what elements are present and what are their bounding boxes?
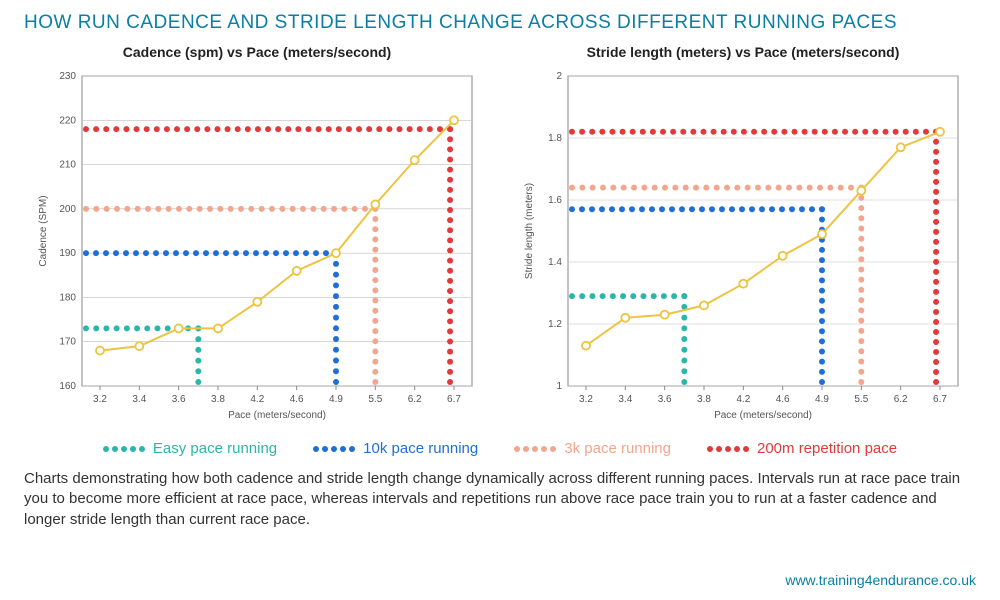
svg-text:3.2: 3.2 [579,394,593,405]
description-text: Charts demonstrating how both cadence an… [24,469,976,530]
stride-chart: 1 1.2 1.4 1.6 1.8 2 3.2 3.4 3.6 3.8 4.2 4.6 4.9 5.5 6.… [513,66,973,426]
svg-text:4.2: 4.2 [250,394,264,405]
svg-text:1.4: 1.4 [548,257,562,268]
svg-text:6.2: 6.2 [894,394,908,405]
svg-text:3.2: 3.2 [93,394,107,405]
svg-text:160: 160 [59,381,76,392]
cadence-title: Cadence (spm) vs Pace (meters/second) [123,44,391,60]
svg-text:4.9: 4.9 [329,394,343,405]
svg-text:5.5: 5.5 [368,394,382,405]
legend-dots [707,446,749,452]
svg-text:1: 1 [556,381,562,392]
svg-text:1.8: 1.8 [548,133,562,144]
svg-text:190: 190 [59,248,76,259]
legend-item: 200m repetition pace [707,440,897,457]
svg-text:6.7: 6.7 [447,394,461,405]
charts-row: Cadence (spm) vs Pace (meters/second) 16… [24,44,976,426]
page-title: HOW RUN CADENCE AND STRIDE LENGTH CHANGE… [24,12,976,34]
svg-text:Pace (meters/second): Pace (meters/second) [228,410,326,421]
svg-text:6.2: 6.2 [408,394,422,405]
svg-text:230: 230 [59,71,76,82]
legend-item: 3k pace running [514,440,671,457]
svg-text:Stride length (meters): Stride length (meters) [524,183,535,279]
svg-text:4.9: 4.9 [815,394,829,405]
legend-dots [103,446,145,452]
cadence-chart: 160 170 180 190 200 210 220 230 3.2 3.4 3.6 3.8 4.2 4… [27,66,487,426]
svg-text:170: 170 [59,337,76,348]
svg-text:180: 180 [59,292,76,303]
legend-dots [514,446,556,452]
svg-text:5.5: 5.5 [854,394,868,405]
stride-title: Stride length (meters) vs Pace (meters/s… [587,44,900,60]
legend-label: Easy pace running [153,440,277,457]
svg-text:3.6: 3.6 [172,394,186,405]
svg-text:1.2: 1.2 [548,319,562,330]
svg-text:4.6: 4.6 [290,394,304,405]
stride-panel: Stride length (meters) vs Pace (meters/s… [510,44,976,426]
legend: Easy pace running 10k pace running 3k pace… [24,440,976,457]
svg-text:Pace (meters/second): Pace (meters/second) [714,410,812,421]
svg-text:Cadence (SPM): Cadence (SPM) [38,195,49,266]
legend-item: Easy pace running [103,440,277,457]
svg-text:2: 2 [556,71,562,82]
svg-text:1.6: 1.6 [548,195,562,206]
svg-text:3.6: 3.6 [658,394,672,405]
svg-text:3.8: 3.8 [697,394,711,405]
svg-text:3.8: 3.8 [211,394,225,405]
legend-label: 10k pace running [363,440,478,457]
legend-item: 10k pace running [313,440,478,457]
svg-text:6.7: 6.7 [933,394,947,405]
svg-text:4.2: 4.2 [736,394,750,405]
cadence-panel: Cadence (spm) vs Pace (meters/second) 16… [24,44,490,426]
svg-text:210: 210 [59,160,76,171]
svg-text:3.4: 3.4 [618,394,632,405]
svg-text:200: 200 [59,204,76,215]
legend-dots [313,446,355,452]
svg-text:3.4: 3.4 [132,394,146,405]
svg-text:220: 220 [59,115,76,126]
svg-text:4.6: 4.6 [776,394,790,405]
legend-label: 200m repetition pace [757,440,897,457]
source-url: www.training4endurance.co.uk [785,572,976,588]
legend-label: 3k pace running [564,440,671,457]
